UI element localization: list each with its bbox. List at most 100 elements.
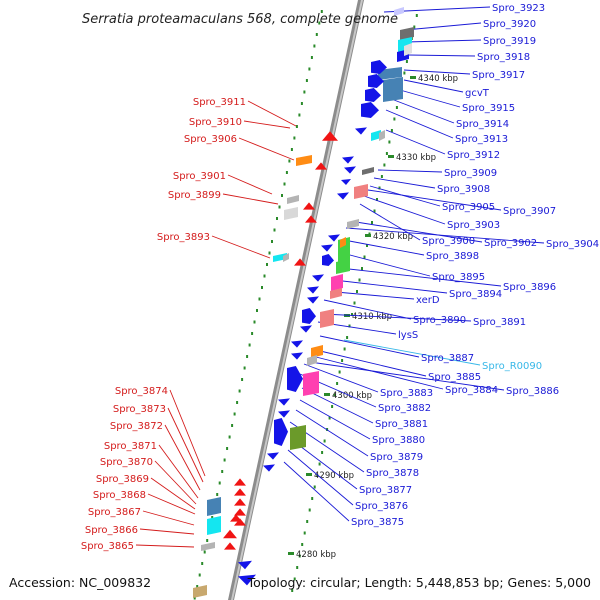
left-gene-label[interactable]: Spro_3867 [88,507,141,518]
right-gene-label[interactable]: Spro_3902 [484,238,537,249]
scale-dot [221,470,224,473]
leader-line [154,460,197,505]
right-gene-label[interactable]: Spro_3903 [447,220,500,231]
gene-chevron [230,514,242,522]
scale-dot [313,485,316,489]
gene-arrow [322,254,334,266]
right-gene-label[interactable]: gcvT [465,88,490,99]
left-gene-label[interactable]: Spro_3899 [168,190,221,201]
kbp-tick-mark [410,76,416,79]
right-gene-label[interactable]: Spro_3909 [444,168,497,179]
right-gene-label[interactable]: Spro_3882 [378,403,431,414]
right-gene-label[interactable]: Spro_3898 [426,251,479,262]
leader-line [211,235,271,259]
right-gene-label[interactable]: Spro_3923 [492,3,545,14]
gene-box [283,253,289,262]
gene-box [207,516,221,535]
left-gene-label[interactable]: Spro_3901 [173,171,226,182]
right-gene-label[interactable]: Spro_3887 [421,353,474,364]
gene-arrow [368,74,384,88]
right-gene-label[interactable]: Spro_3900 [422,236,475,247]
right-gene-label[interactable]: Spro_3914 [456,119,509,130]
scale-dot [351,313,353,316]
right-gene-label[interactable]: Spro_3904 [546,239,599,250]
right-gene-label[interactable]: lysS [398,330,418,341]
kbp-tick-label: 4320 kbp [373,232,413,242]
gene-arrow [371,60,387,74]
right-gene-label[interactable]: Spro_3894 [449,289,502,300]
right-gene-label[interactable]: Spro_3883 [380,388,433,399]
left-gene-label[interactable]: Spro_3870 [100,457,153,468]
scale-dot [273,228,276,232]
gene-chevron [291,340,303,348]
gene-chevron [234,508,246,516]
right-gene-label[interactable]: Spro_3915 [462,103,515,114]
left-gene-label[interactable]: Spro_3866 [85,525,138,536]
gene-box [207,497,221,516]
leader-line [339,267,502,287]
right-gene-label[interactable]: Spro_3920 [483,19,536,30]
left-gene-label[interactable]: Spro_3869 [96,474,149,485]
scale-dot [226,447,229,450]
left-gene-label[interactable]: Spro_3910 [189,117,242,128]
right-gene-label[interactable]: Spro_3879 [370,452,423,463]
leader-line [150,477,196,510]
gene-chevron [234,478,246,486]
right-gene-label[interactable]: Spro_3907 [503,206,556,217]
right-gene-label[interactable]: Spro_3908 [437,184,490,195]
left-gene-label[interactable]: Spro_3911 [193,97,246,108]
right-gene-label[interactable]: Spro_3919 [483,36,536,47]
right-gene-label[interactable]: Spro_3878 [366,468,419,479]
kbp-tick-mark [288,552,294,555]
right-gene-label[interactable]: Spro_3896 [503,282,556,293]
right-gene-label[interactable]: Spro_3886 [506,386,559,397]
scale-dot [380,175,383,178]
scale-dot [321,451,324,454]
scale-dot [388,140,391,144]
right-gene-labels: Spro_3923 Spro_3920 Spro_3919 Spro_3918 Spro… [351,3,599,528]
right-gene-label[interactable]: Spro_3917 [472,70,525,81]
scale-dot [333,393,336,397]
right-gene-label[interactable]: Spro_3885 [428,372,481,383]
scale-dot [385,152,388,155]
scale-dot [378,186,381,190]
left-gene-label[interactable]: Spro_3874 [115,386,168,397]
left-gene-label[interactable]: Spro_3893 [157,232,210,243]
gene-box [311,345,323,358]
right-gene-label[interactable]: Spro_R0090 [482,361,542,372]
right-gene-label[interactable]: Spro_3912 [447,150,500,161]
scale-dot [248,343,251,347]
scale-dot [356,290,358,293]
leader-line [222,193,279,205]
scale-dot [300,102,303,105]
right-gene-label[interactable]: Spro_3881 [375,419,428,430]
leader-line [363,195,446,225]
left-gene-label[interactable]: Spro_3872 [110,421,163,432]
scale-dot [218,481,221,485]
gene-features [193,7,414,598]
right-gene-label[interactable]: xerD [416,295,440,306]
scale-dot [298,554,301,558]
left-gene-label[interactable]: Spro_3865 [81,541,134,552]
right-gene-label[interactable]: Spro_3876 [355,501,408,512]
leader-line [299,399,371,440]
right-gene-label[interactable]: Spro_3875 [351,517,404,528]
right-gene-label[interactable]: Spro_3890 [413,315,466,326]
leader-line [238,137,295,161]
left-gene-label[interactable]: Spro_3873 [113,404,166,415]
left-gene-label[interactable]: Spro_3868 [93,490,146,501]
right-gene-label[interactable]: Spro_3877 [359,485,412,496]
right-gene-label[interactable]: Spro_3913 [455,134,508,145]
right-gene-label[interactable]: Spro_3905 [442,202,495,213]
right-gene-label[interactable]: Spro_3884 [445,385,498,396]
right-gene-label[interactable]: Spro_3895 [432,272,485,283]
right-gene-label[interactable]: Spro_3891 [473,317,526,328]
scale-dot [233,412,236,416]
right-gene-label[interactable]: Spro_3918 [477,52,530,63]
scale-dot [371,221,373,224]
scale-dot [393,117,396,121]
gene-chevron [315,162,327,170]
left-gene-label[interactable]: Spro_3906 [184,134,237,145]
left-gene-label[interactable]: Spro_3871 [104,441,157,452]
right-gene-label[interactable]: Spro_3880 [372,435,425,446]
